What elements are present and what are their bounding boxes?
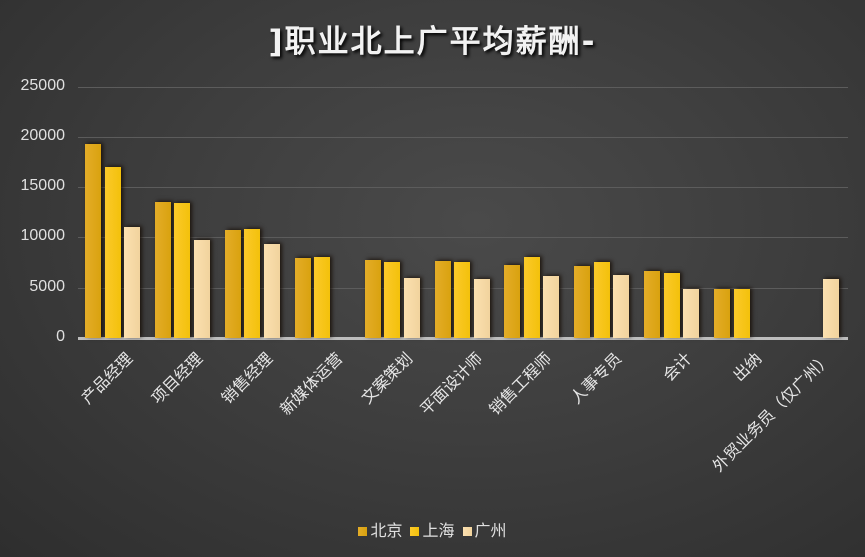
bar-上海 — [244, 229, 260, 338]
bar-北京 — [714, 289, 730, 338]
legend: 北京 上海 广州 — [0, 517, 865, 541]
bar-北京 — [225, 230, 241, 338]
bar-广州 — [124, 227, 140, 338]
bar-北京 — [644, 271, 660, 338]
bar-上海 — [174, 203, 190, 338]
bar-上海 — [314, 257, 330, 338]
legend-label: 上海 — [422, 521, 455, 540]
bar-上海 — [454, 262, 470, 338]
legend-swatch-icon — [358, 527, 368, 536]
bar-上海 — [594, 262, 610, 338]
x-tick-label: 销售工程师 — [485, 348, 556, 419]
bar-上海 — [105, 167, 121, 338]
x-tick-label: 销售经理 — [217, 348, 277, 408]
x-tick-label: 新媒体运营 — [275, 348, 346, 419]
x-axis-line — [78, 337, 848, 340]
bar-北京 — [435, 261, 451, 338]
bar-广州 — [613, 275, 629, 338]
legend-swatch-icon — [462, 527, 472, 536]
gridline — [78, 187, 848, 188]
bar-广州 — [404, 278, 420, 338]
y-tick-label: 5000 — [29, 278, 65, 295]
x-tick-label: 会计 — [659, 348, 696, 385]
bar-广州 — [194, 240, 210, 338]
bar-北京 — [295, 258, 311, 338]
bar-广州 — [264, 244, 280, 338]
y-tick-label: 25000 — [20, 77, 66, 94]
x-tick-label: 产品经理 — [77, 348, 137, 408]
bar-广州 — [823, 279, 839, 338]
y-tick-label: 15000 — [20, 177, 66, 194]
gridline — [78, 87, 848, 88]
legend-item: 广州 — [462, 517, 507, 541]
bar-上海 — [664, 273, 680, 338]
legend-label: 北京 — [370, 521, 403, 540]
bar-上海 — [524, 257, 540, 338]
x-tick-label: 出纳 — [729, 348, 766, 385]
x-tick-label: 平面设计师 — [415, 348, 486, 419]
bar-北京 — [574, 266, 590, 338]
x-tick-label: 外贸业务员（仅广州） — [708, 348, 836, 476]
legend-swatch-icon — [410, 527, 420, 536]
y-tick-label: 20000 — [20, 127, 66, 144]
gridline — [78, 137, 848, 138]
bar-广州 — [683, 289, 699, 338]
y-tick-label: 10000 — [20, 227, 66, 244]
bar-上海 — [734, 289, 750, 338]
gridline — [78, 237, 848, 238]
legend-item: 上海 — [410, 517, 455, 541]
x-tick-label: 文案策划 — [357, 348, 416, 408]
bar-广州 — [543, 276, 559, 338]
bar-北京 — [85, 144, 101, 338]
chart-title: ]职业北上广平均薪酬- — [268, 24, 597, 60]
bar-上海 — [384, 262, 400, 338]
legend-item: 北京 — [358, 517, 402, 541]
y-tick-label: 0 — [56, 328, 65, 345]
legend-label: 广州 — [474, 521, 507, 540]
bar-北京 — [504, 265, 520, 338]
x-tick-label: 人事专员 — [566, 348, 626, 408]
x-tick-label: 项目经理 — [147, 348, 207, 408]
bar-广州 — [474, 279, 490, 338]
bar-北京 — [365, 260, 381, 338]
bar-北京 — [155, 202, 171, 338]
